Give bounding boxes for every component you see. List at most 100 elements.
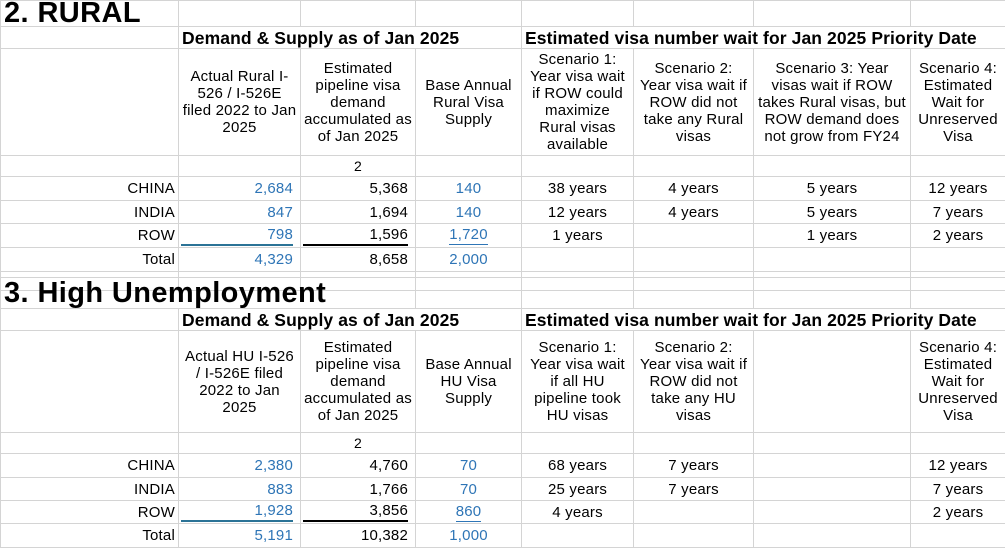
sum-underline-black: 1,596 — [303, 226, 408, 246]
scenario2-value: 7 years — [633, 477, 755, 501]
empty-cell — [0, 155, 179, 177]
scenario4-value: 12 years — [910, 453, 1005, 478]
scenario4-value: 2 years — [910, 223, 1005, 248]
column-header-scenario1: Scenario 1: Year visa wait if ROW could … — [521, 48, 634, 156]
supply-total: 1,000 — [415, 523, 523, 548]
row-label: INDIA — [0, 477, 179, 501]
empty-cell — [415, 432, 523, 454]
empty-cell — [633, 277, 755, 309]
section-title-rural: 2. RURAL — [0, 0, 179, 28]
scenario1-value — [521, 523, 635, 548]
empty-cell — [521, 277, 635, 309]
sum-underline-blue: 1,720 — [449, 226, 488, 245]
group-header-demand-supply: Demand & Supply as of Jan 2025 — [178, 26, 522, 49]
empty-cell — [178, 432, 301, 454]
scenario2-value — [633, 223, 754, 248]
group-header-demand-supply: Demand & Supply as of Jan 2025 — [177, 308, 523, 331]
sum-underline-teal: 1,928 — [181, 502, 293, 522]
scenario2-value — [633, 247, 754, 272]
column-header-scenario1: Scenario 1: Year visa wait if all HU pip… — [521, 330, 635, 433]
empty-cell — [300, 0, 416, 27]
column-header-supply: Base Annual Rural Visa Supply — [415, 48, 522, 156]
scenario4-value — [910, 247, 1005, 272]
pipeline-value: 1,694 — [300, 200, 416, 224]
scenario4-value: 2 years — [910, 500, 1005, 524]
row-label: Total — [0, 523, 179, 548]
row-label: ROW — [0, 223, 179, 248]
row-label: CHINA — [0, 176, 179, 201]
scenario2-value — [633, 523, 755, 548]
pipeline-value: 5,368 — [300, 176, 416, 201]
empty-cell — [0, 26, 179, 49]
table-row-total: Total 5,191 10,382 1,000 — [0, 523, 1005, 548]
scenario1-value: 25 years — [521, 477, 635, 501]
empty-cell — [178, 0, 301, 27]
section-title-high-unemployment: 3. High Unemployment — [0, 277, 417, 309]
column-header-scenario2: Scenario 2: Year visa wait if ROW did no… — [633, 330, 755, 433]
filed-value: 1,928 — [178, 500, 301, 524]
row-label: ROW — [0, 500, 179, 524]
scenario1-value — [521, 247, 634, 272]
scenario1-value: 4 years — [521, 500, 635, 524]
table-row-india: INDIA 883 1,766 70 25 years 7 years 7 ye… — [0, 477, 1005, 501]
column-header-supply: Base Annual HU Visa Supply — [415, 330, 523, 433]
sum-underline-blue: 860 — [455, 502, 482, 522]
scenario3-value: 5 years — [753, 176, 911, 201]
sum-underline-black: 3,856 — [303, 502, 409, 522]
pipeline-value: 3,856 — [299, 500, 417, 524]
empty-cell — [415, 155, 522, 177]
column-header-scenario4: Scenario 4: Estimated Wait for Unreserve… — [910, 48, 1005, 156]
pipeline-value: 1,766 — [299, 477, 417, 501]
supply-value: 1,720 — [415, 223, 522, 248]
scenario4-value: 12 years — [910, 176, 1005, 201]
filed-value: 2,684 — [178, 176, 301, 201]
column-header-pipeline: Estimated pipeline visa demand accumulat… — [300, 48, 416, 156]
empty-cell — [753, 0, 911, 27]
group-header-visa-wait: Estimated visa number wait for Jan 2025 … — [521, 26, 1005, 49]
scenario1-value: 38 years — [521, 176, 634, 201]
pipeline-value: 4,760 — [299, 453, 417, 478]
supply-value: 140 — [415, 200, 522, 224]
table-row-china: CHINA 2,684 5,368 140 38 years 4 years 5… — [0, 176, 1005, 201]
table-row-rest-of-world: ROW 1,928 3,856 860 4 years 2 years — [0, 500, 1005, 524]
empty-cell — [0, 432, 179, 454]
empty-cell — [521, 432, 635, 454]
column-header-filed: Actual Rural I-526 / I-526E filed 2022 t… — [178, 48, 301, 156]
supply-value: 860 — [415, 500, 523, 524]
column-header-scenario2: Scenario 2: Year visa wait if ROW did no… — [633, 48, 754, 156]
scenario1-value: 1 years — [521, 223, 634, 248]
supply-value: 70 — [415, 477, 523, 501]
scenario3-value — [753, 453, 912, 478]
empty-cell — [521, 155, 634, 177]
filed-total: 4,329 — [178, 247, 301, 272]
supply-value: 140 — [415, 176, 522, 201]
scenario2-value: 4 years — [633, 200, 754, 224]
scenario3-value — [753, 500, 912, 524]
column-header-pipeline: Estimated pipeline visa demand accumulat… — [299, 330, 417, 433]
empty-cell — [753, 432, 912, 454]
row-label: CHINA — [0, 453, 179, 478]
filed-value: 798 — [178, 223, 301, 248]
group-header-visa-wait: Estimated visa number wait for Jan 2025 … — [521, 308, 1005, 331]
empty-cell — [415, 0, 522, 27]
table-row-rest-of-world: ROW 798 1,596 1,720 1 years 1 years 2 ye… — [0, 223, 1005, 248]
scenario2-value — [633, 500, 755, 524]
scenario4-value — [910, 523, 1005, 548]
scenario3-value — [753, 247, 911, 272]
filed-value: 2,380 — [178, 453, 301, 478]
empty-cell — [910, 277, 1005, 309]
scenario3-value — [753, 477, 912, 501]
high-unemployment-table: 3. High Unemployment Demand & Supply as … — [0, 277, 1005, 548]
scenario2-value: 4 years — [633, 176, 754, 201]
column-header-scenario3: Scenario 3: Year visas wait if ROW takes… — [753, 48, 911, 156]
empty-cell — [633, 155, 754, 177]
footnote-marker: 2 — [300, 155, 416, 177]
pipeline-total: 10,382 — [299, 523, 417, 548]
empty-cell — [910, 0, 1005, 27]
scenario3-value — [753, 523, 912, 548]
empty-cell — [0, 48, 179, 156]
sum-underline-teal: 798 — [181, 226, 293, 246]
scenario2-value: 7 years — [633, 453, 755, 478]
scenario4-value: 7 years — [910, 477, 1005, 501]
scenario1-value: 12 years — [521, 200, 634, 224]
